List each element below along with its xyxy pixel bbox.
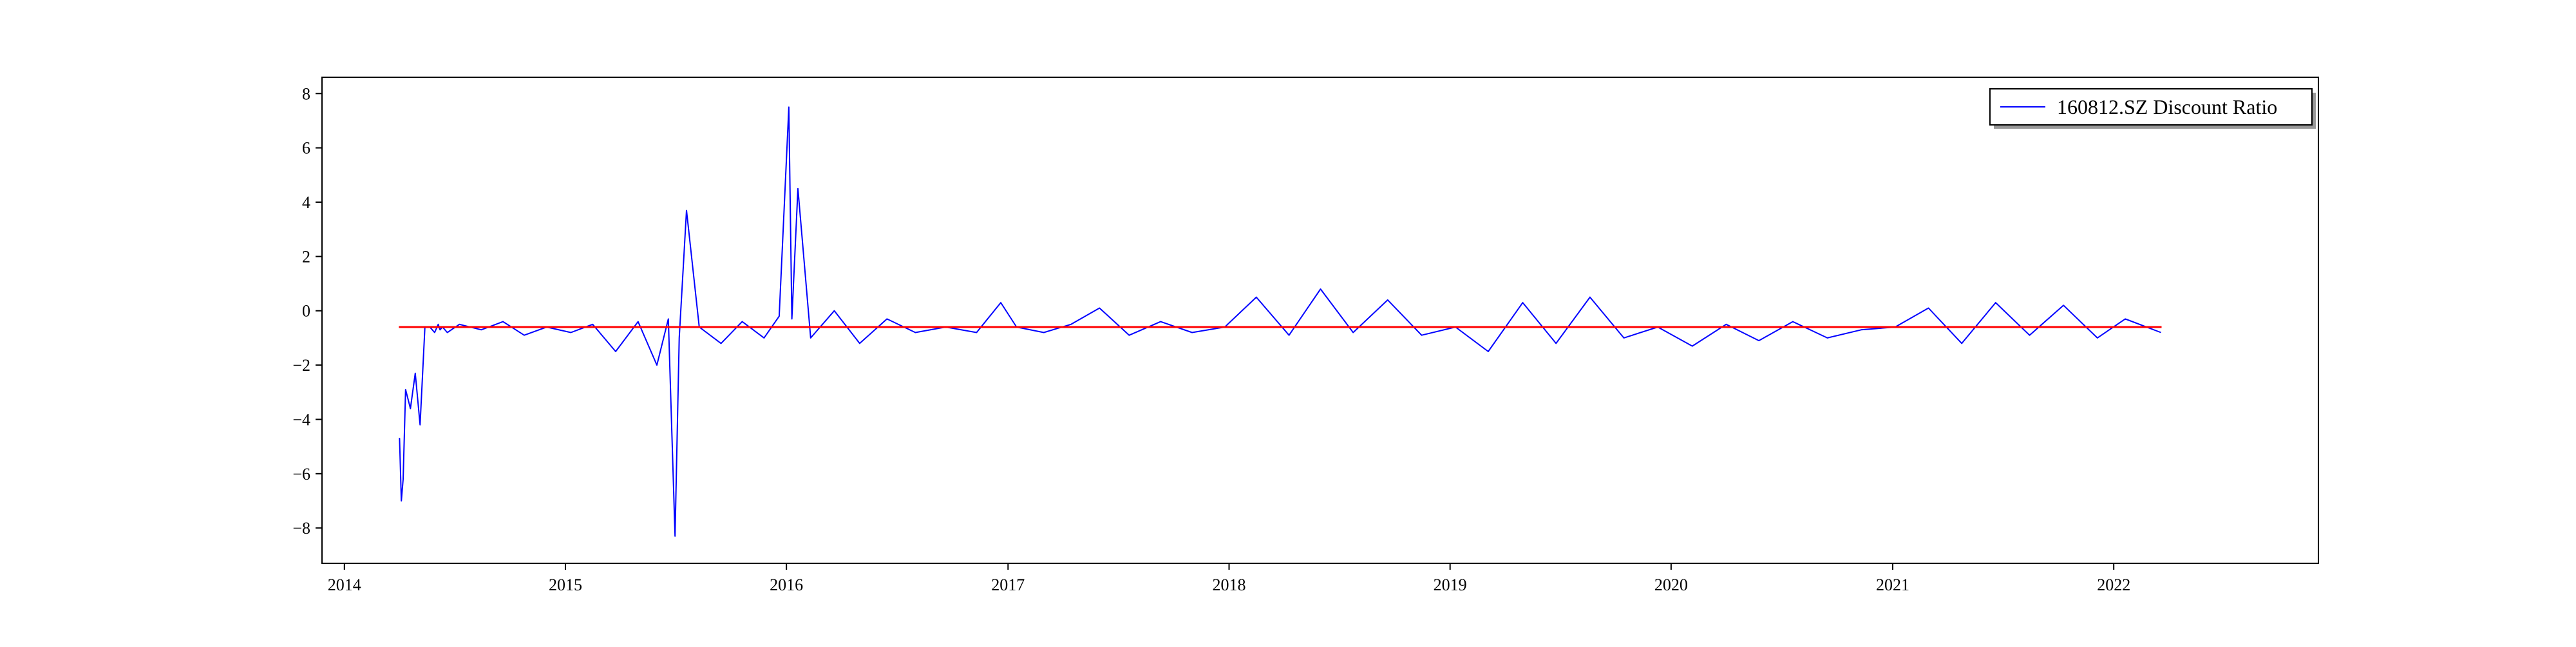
x-tick-label: 2019: [1434, 576, 1467, 594]
x-tick-label: 2021: [1876, 576, 1909, 594]
x-tick-label: 2022: [2097, 576, 2130, 594]
x-tick-label: 2018: [1212, 576, 1245, 594]
y-axis: −8 −6 −4 −2 0 2 4 6 8: [292, 84, 322, 538]
y-tick-label: 0: [302, 302, 310, 321]
x-tick-label: 2015: [549, 576, 582, 594]
x-axis: 2014 2015 2016 2017 2018 2019 2020 2021 2022: [328, 563, 2130, 594]
discount-ratio-line: [399, 106, 2161, 537]
y-tick-label: 2: [302, 247, 310, 266]
x-tick-label: 2016: [770, 576, 803, 594]
y-tick-label: 6: [302, 139, 310, 158]
plot-frame: [321, 77, 2319, 564]
legend: 160812.SZ Discount Ratio: [1989, 88, 2316, 129]
y-tick-label: 4: [302, 193, 310, 212]
y-tick-label: 8: [302, 84, 310, 103]
legend-label: 160812.SZ Discount Ratio: [2057, 95, 2277, 118]
x-tick-label: 2020: [1654, 576, 1688, 594]
x-tick-label: 2017: [991, 576, 1025, 594]
x-tick-label: 2014: [328, 576, 361, 594]
series-layer: [399, 106, 2162, 537]
y-tick-label: −2: [292, 356, 310, 375]
y-tick-label: −8: [292, 519, 310, 538]
y-tick-label: −4: [292, 410, 310, 429]
y-tick-label: −6: [292, 465, 310, 483]
